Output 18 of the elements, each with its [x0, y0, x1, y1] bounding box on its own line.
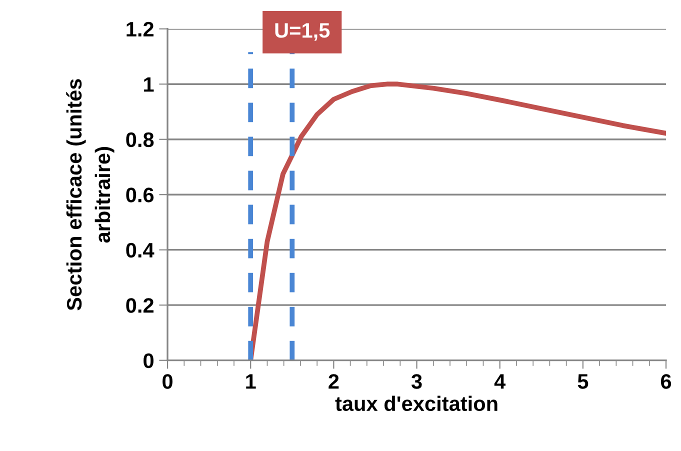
x-axis-title: taux d'excitation: [335, 396, 498, 412]
y-tick-label: 1: [144, 77, 154, 92]
x-tick-label: 4: [494, 374, 506, 389]
x-tick-label: 2: [328, 374, 339, 389]
x-tick-label: 0: [162, 374, 172, 389]
annotation: U=1,5: [275, 23, 330, 41]
y-tick-label: 1.2: [126, 22, 154, 36]
y-tick-label: 0.6: [126, 188, 154, 202]
line-series: [248, 82, 666, 360]
x-tick-label: 6: [660, 374, 672, 389]
x-tick-label: 3: [411, 374, 422, 389]
y-tick-label: 0: [144, 353, 154, 368]
y-axis-title: Section efficace (unités arbitraire): [66, 79, 114, 310]
y-tick-label: 0.2: [126, 298, 154, 313]
x-tick-label: 5: [578, 374, 588, 389]
y-tick-label: 0.4: [126, 242, 154, 258]
x-tick-label: 1: [246, 374, 256, 389]
y-tick-label: 0.8: [126, 132, 154, 148]
